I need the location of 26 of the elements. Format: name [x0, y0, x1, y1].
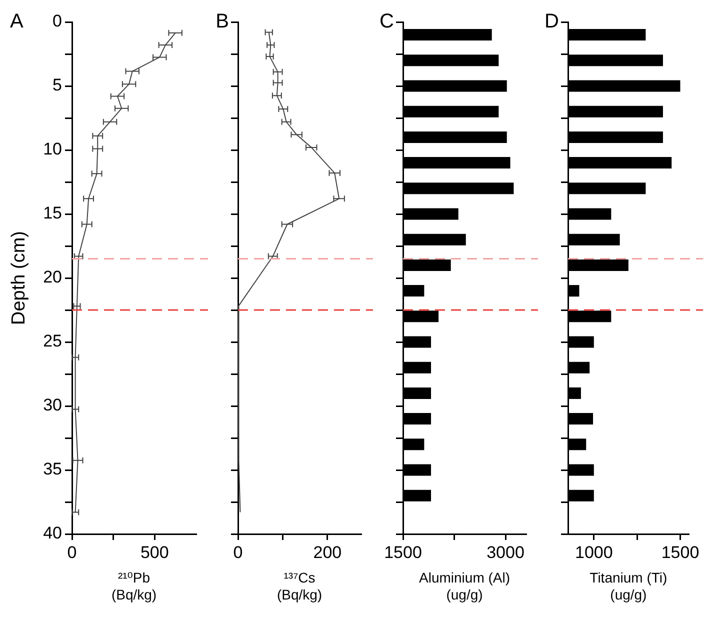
x-tick-label: 0	[67, 542, 77, 562]
y-axis-title: Depth (cm)	[8, 231, 30, 325]
x-tick-label: 200	[313, 542, 342, 562]
chart-title: D	[544, 10, 559, 33]
x-axis-title: Titanium (Ti) (ug/g)	[590, 570, 668, 602]
y-tick-label: 10	[43, 140, 62, 159]
y-tick-label: 35	[43, 460, 62, 479]
chart-title: C	[380, 10, 394, 33]
x-tick-label: 3000	[486, 542, 524, 562]
x-tick-label: 500	[140, 542, 169, 562]
y-tick-label: 30	[43, 396, 62, 415]
y-tick-label: 25	[43, 332, 62, 351]
y-tick-label: 5	[52, 76, 62, 95]
x-axis-title: ¹³⁷Cs (Bq/kg)	[276, 570, 322, 602]
y-tick-label: 20	[43, 268, 62, 287]
x-tick-label: 0	[233, 542, 243, 562]
y-tick-label: 15	[43, 204, 62, 223]
y-tick-label: 40	[43, 524, 62, 543]
y-tick-label: 0	[52, 12, 62, 31]
x-tick-label: 1500	[661, 542, 700, 562]
x-axis-title: Aluminium (Al) (ug/g)	[418, 570, 510, 602]
x-axis-title: ²¹⁰Pb (Bq/kg)	[111, 570, 157, 602]
chart-title: A	[10, 10, 24, 33]
x-tick-label: 1000	[574, 542, 613, 562]
x-tick-label: 1500	[384, 542, 422, 562]
chart-title: B	[216, 10, 229, 33]
